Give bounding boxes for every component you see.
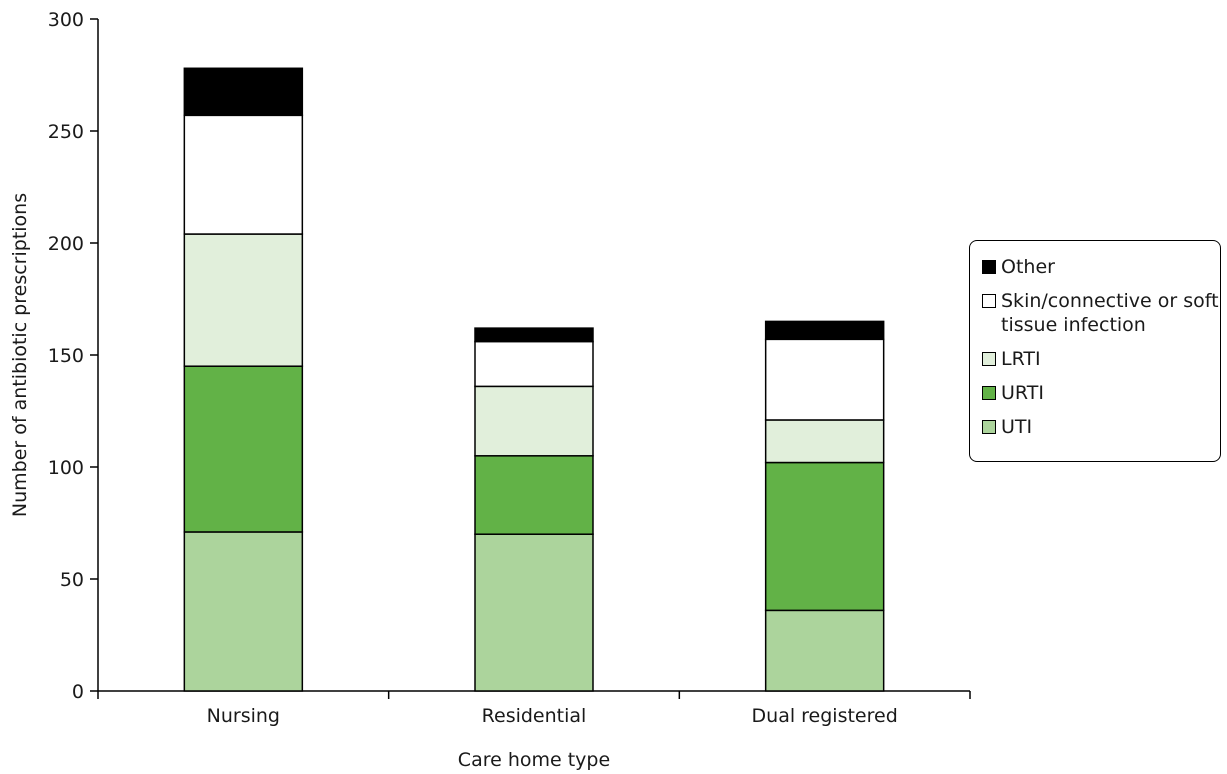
bar-segment-urti <box>764 461 885 612</box>
bar-segment-lrti <box>764 419 885 464</box>
x-axis-title: Care home type <box>458 749 610 771</box>
legend-label: Other <box>1001 256 1055 278</box>
y-tick-label: 50 <box>60 569 84 591</box>
legend-swatch <box>982 386 996 400</box>
axes: 0 50 100 150 200 250 300 Nursing Residential Dual… <box>48 9 971 727</box>
x-tick-label: Nursing <box>207 705 280 727</box>
x-tick-label: Residential <box>482 705 587 727</box>
x-tick-label: Dual registered <box>752 705 898 727</box>
legend: Other Skin/connective or soft tissue infe… <box>969 240 1221 462</box>
y-tick-label: 150 <box>48 345 84 367</box>
bars <box>183 67 885 692</box>
y-tick-label: 300 <box>48 9 84 31</box>
legend-item: LRTI <box>982 347 1220 371</box>
bar-segment-urti <box>474 455 594 535</box>
y-tick-label: 0 <box>72 681 84 703</box>
y-tick-label: 200 <box>48 233 84 255</box>
bar-segment-uti <box>764 609 885 692</box>
y-axis-title: Number of antibiotic prescriptions <box>9 193 31 517</box>
bar-segment-other <box>764 320 885 341</box>
legend-label: UTI <box>1001 416 1033 438</box>
bar-segment-skin <box>183 114 304 235</box>
bar-segment-lrti <box>474 385 594 457</box>
legend-item: URTI <box>982 381 1220 405</box>
bar-segment-lrti <box>183 233 304 367</box>
bar-segment-skin <box>764 338 885 421</box>
legend-swatch <box>982 420 996 434</box>
legend-swatch <box>982 294 996 308</box>
legend-label: LRTI <box>1001 348 1041 370</box>
bar-segment-skin <box>474 340 594 388</box>
legend-label: Skin/connective or soft tissue infection <box>1001 290 1219 336</box>
y-tick-label: 100 <box>48 457 84 479</box>
legend-swatch <box>982 352 996 366</box>
legend-label: URTI <box>1001 382 1044 404</box>
legend-item: Skin/connective or soft tissue infection <box>982 289 1220 337</box>
bar-segment-other <box>474 327 594 343</box>
bar-segment-uti <box>183 531 304 692</box>
bar-segment-uti <box>474 533 594 692</box>
legend-item: Other <box>982 255 1220 279</box>
legend-swatch <box>982 260 996 274</box>
bar-segment-urti <box>183 365 304 533</box>
bar-segment-other <box>183 67 304 117</box>
legend-item: UTI <box>982 415 1220 439</box>
y-tick-label: 250 <box>48 121 84 143</box>
